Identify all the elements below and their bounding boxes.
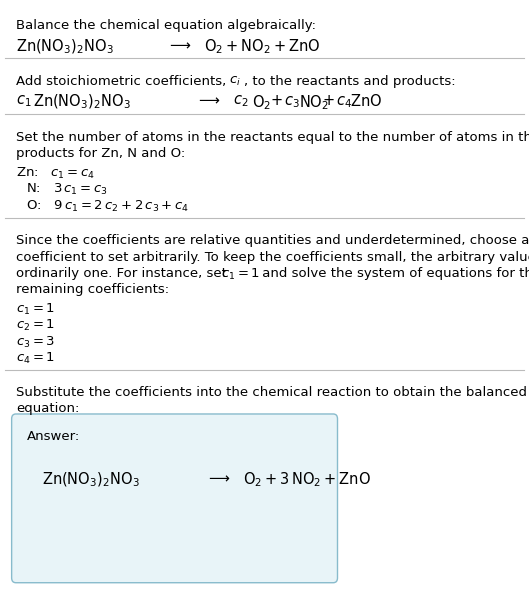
Text: $+\,c_4$: $+\,c_4$ (322, 93, 352, 110)
Text: $\mathrm{Zn(NO_3)_2NO_3}$: $\mathrm{Zn(NO_3)_2NO_3}$ (42, 470, 140, 489)
Text: O:   $9\,c_1 = 2\,c_2 + 2\,c_3 + c_4$: O: $9\,c_1 = 2\,c_2 + 2\,c_3 + c_4$ (26, 198, 190, 214)
Text: $c_1$: $c_1$ (16, 93, 31, 109)
Text: Since the coefficients are relative quantities and underdetermined, choose a: Since the coefficients are relative quan… (16, 234, 529, 247)
Text: N:   $3\,c_1 = c_3$: N: $3\,c_1 = c_3$ (26, 182, 108, 197)
Text: Answer:: Answer: (26, 430, 80, 443)
Text: and solve the system of equations for the: and solve the system of equations for th… (258, 267, 529, 280)
Text: $c_2 = 1$: $c_2 = 1$ (16, 318, 55, 333)
Text: remaining coefficients:: remaining coefficients: (16, 283, 169, 296)
Text: Set the number of atoms in the reactants equal to the number of atoms in the: Set the number of atoms in the reactants… (16, 131, 529, 143)
Text: Zn:   $c_1 = c_4$: Zn: $c_1 = c_4$ (16, 166, 95, 181)
Text: coefficient to set arbitrarily. To keep the coefficients small, the arbitrary va: coefficient to set arbitrarily. To keep … (16, 251, 529, 263)
Text: $\mathrm{NO_2}$: $\mathrm{NO_2}$ (299, 93, 329, 112)
FancyBboxPatch shape (12, 414, 338, 583)
Text: $c_1 = 1$: $c_1 = 1$ (221, 267, 260, 282)
Text: $\mathrm{O_2 + 3\,NO_2 + ZnO}$: $\mathrm{O_2 + 3\,NO_2 + ZnO}$ (243, 470, 371, 489)
Text: $\mathrm{Zn(NO_3)_2NO_3}$: $\mathrm{Zn(NO_3)_2NO_3}$ (33, 93, 131, 111)
Text: $c_1 = 1$: $c_1 = 1$ (16, 302, 55, 317)
Text: Substitute the coefficients into the chemical reaction to obtain the balanced: Substitute the coefficients into the che… (16, 386, 527, 399)
Text: $\mathrm{ZnO}$: $\mathrm{ZnO}$ (350, 93, 382, 109)
Text: $c_2$: $c_2$ (233, 93, 248, 109)
Text: products for Zn, N and O:: products for Zn, N and O: (16, 147, 185, 160)
Text: $c_4 = 1$: $c_4 = 1$ (16, 351, 55, 366)
Text: $\longrightarrow$: $\longrightarrow$ (167, 38, 191, 53)
Text: $\mathrm{O_2 + NO_2 + ZnO}$: $\mathrm{O_2 + NO_2 + ZnO}$ (204, 38, 320, 56)
Text: Add stoichiometric coefficients,: Add stoichiometric coefficients, (16, 75, 230, 87)
Text: $\mathrm{Zn(NO_3)_2NO_3}$: $\mathrm{Zn(NO_3)_2NO_3}$ (16, 38, 114, 56)
Text: $\longrightarrow$: $\longrightarrow$ (196, 93, 221, 108)
Text: $c_i$: $c_i$ (229, 75, 240, 88)
Text: , to the reactants and products:: , to the reactants and products: (244, 75, 456, 87)
Text: $\longrightarrow$: $\longrightarrow$ (206, 470, 231, 486)
Text: $\mathrm{O_2}$: $\mathrm{O_2}$ (252, 93, 271, 112)
Text: Balance the chemical equation algebraically:: Balance the chemical equation algebraica… (16, 19, 316, 32)
Text: $+\,c_3$: $+\,c_3$ (270, 93, 300, 110)
Text: $c_3 = 3$: $c_3 = 3$ (16, 334, 55, 350)
Text: ordinarily one. For instance, set: ordinarily one. For instance, set (16, 267, 231, 280)
Text: equation:: equation: (16, 402, 79, 415)
